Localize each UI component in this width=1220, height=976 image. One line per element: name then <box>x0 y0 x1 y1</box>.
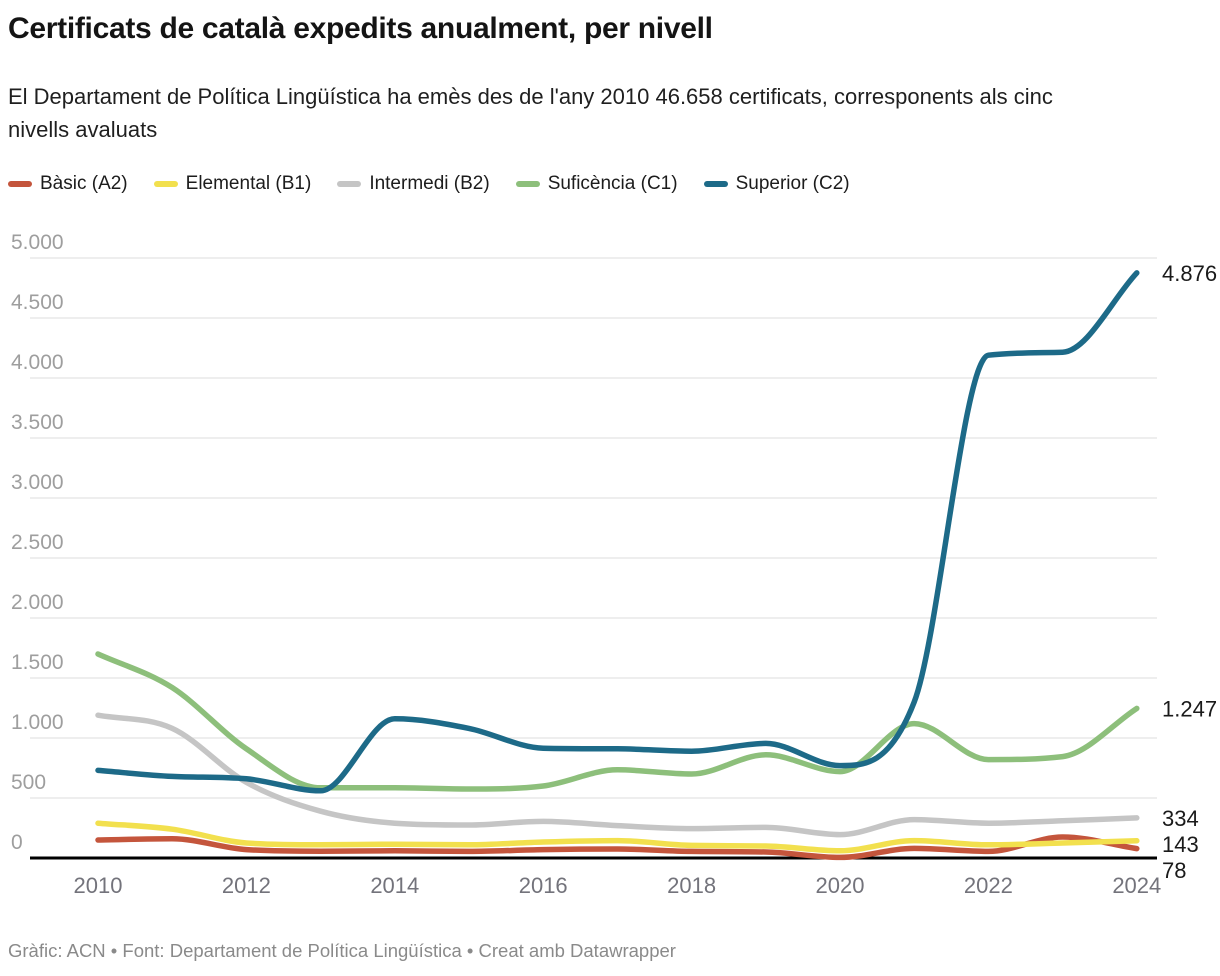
x-tick-label: 2010 <box>74 873 123 898</box>
y-tick-label: 4.000 <box>11 351 64 374</box>
y-tick-label: 500 <box>11 771 46 794</box>
y-tick-label: 5.000 <box>11 231 64 254</box>
series-line-superior-c2 <box>95 270 1140 794</box>
legend: Bàsic (A2) Elemental (B1) Intermedi (B2) Su… <box>8 173 850 195</box>
end-label-suficencia-c1: 1.247 <box>1162 696 1217 721</box>
series-line-suficencia-c1 <box>95 651 1140 792</box>
y-tick-label: 2.500 <box>11 531 64 554</box>
legend-item-superior-c2: Superior (C2) <box>703 173 850 195</box>
y-tick-label: 4.500 <box>11 291 64 314</box>
x-tick-label: 2022 <box>964 873 1013 898</box>
legend-swatch-elemental-b1 <box>153 181 178 187</box>
end-label-elemental-b1: 143 <box>1162 832 1199 857</box>
legend-item-elemental-b1: Elemental (B1) <box>153 173 312 195</box>
legend-label: Intermedi (B2) <box>369 173 490 194</box>
legend-label: Suficència (C1) <box>547 173 678 194</box>
y-tick-label: 1.000 <box>11 711 64 734</box>
legend-item-intermedi-b2: Intermedi (B2) <box>337 173 490 195</box>
series-line-basic-a2 <box>95 834 1140 861</box>
x-tick-label: 2018 <box>667 873 716 898</box>
x-tick-label: 2016 <box>519 873 568 898</box>
x-tick-label: 2024 <box>1112 873 1161 898</box>
x-tick-label: 2012 <box>222 873 271 898</box>
y-tick-label: 0 <box>11 831 23 854</box>
legend-label: Elemental (B1) <box>185 173 312 194</box>
series-line-intermedi-b2 <box>95 712 1140 838</box>
chart-title: Certificats de català expedits anualment… <box>8 12 713 45</box>
legend-swatch-intermedi-b2 <box>337 181 362 187</box>
legend-label: Bàsic (A2) <box>40 173 128 194</box>
series-line-elemental-b1 <box>95 820 1140 854</box>
end-label-superior-c2: 4.876 <box>1162 261 1217 286</box>
end-label-basic-a2: 78 <box>1162 858 1186 883</box>
legend-swatch-basic-a2 <box>8 181 32 187</box>
legend-label: Superior (C2) <box>735 173 850 194</box>
chart-footer: Gràfic: ACN • Font: Departament de Polít… <box>8 940 676 961</box>
end-label-intermedi-b2: 334 <box>1162 806 1199 831</box>
legend-swatch-suficencia-c1 <box>515 181 540 187</box>
x-tick-label: 2014 <box>370 873 419 898</box>
y-tick-label: 1.500 <box>11 651 64 674</box>
legend-item-suficencia-c1: Suficència (C1) <box>515 173 678 195</box>
chart-subtitle: El Departament de Política Lingüística h… <box>8 84 1053 142</box>
y-tick-label: 3.500 <box>11 411 64 434</box>
y-tick-label: 2.000 <box>11 591 64 614</box>
legend-swatch-superior-c2 <box>703 181 728 187</box>
y-tick-label: 3.000 <box>11 471 64 494</box>
x-tick-label: 2020 <box>816 873 865 898</box>
legend-item-basic-a2: Bàsic (A2) <box>8 173 128 195</box>
